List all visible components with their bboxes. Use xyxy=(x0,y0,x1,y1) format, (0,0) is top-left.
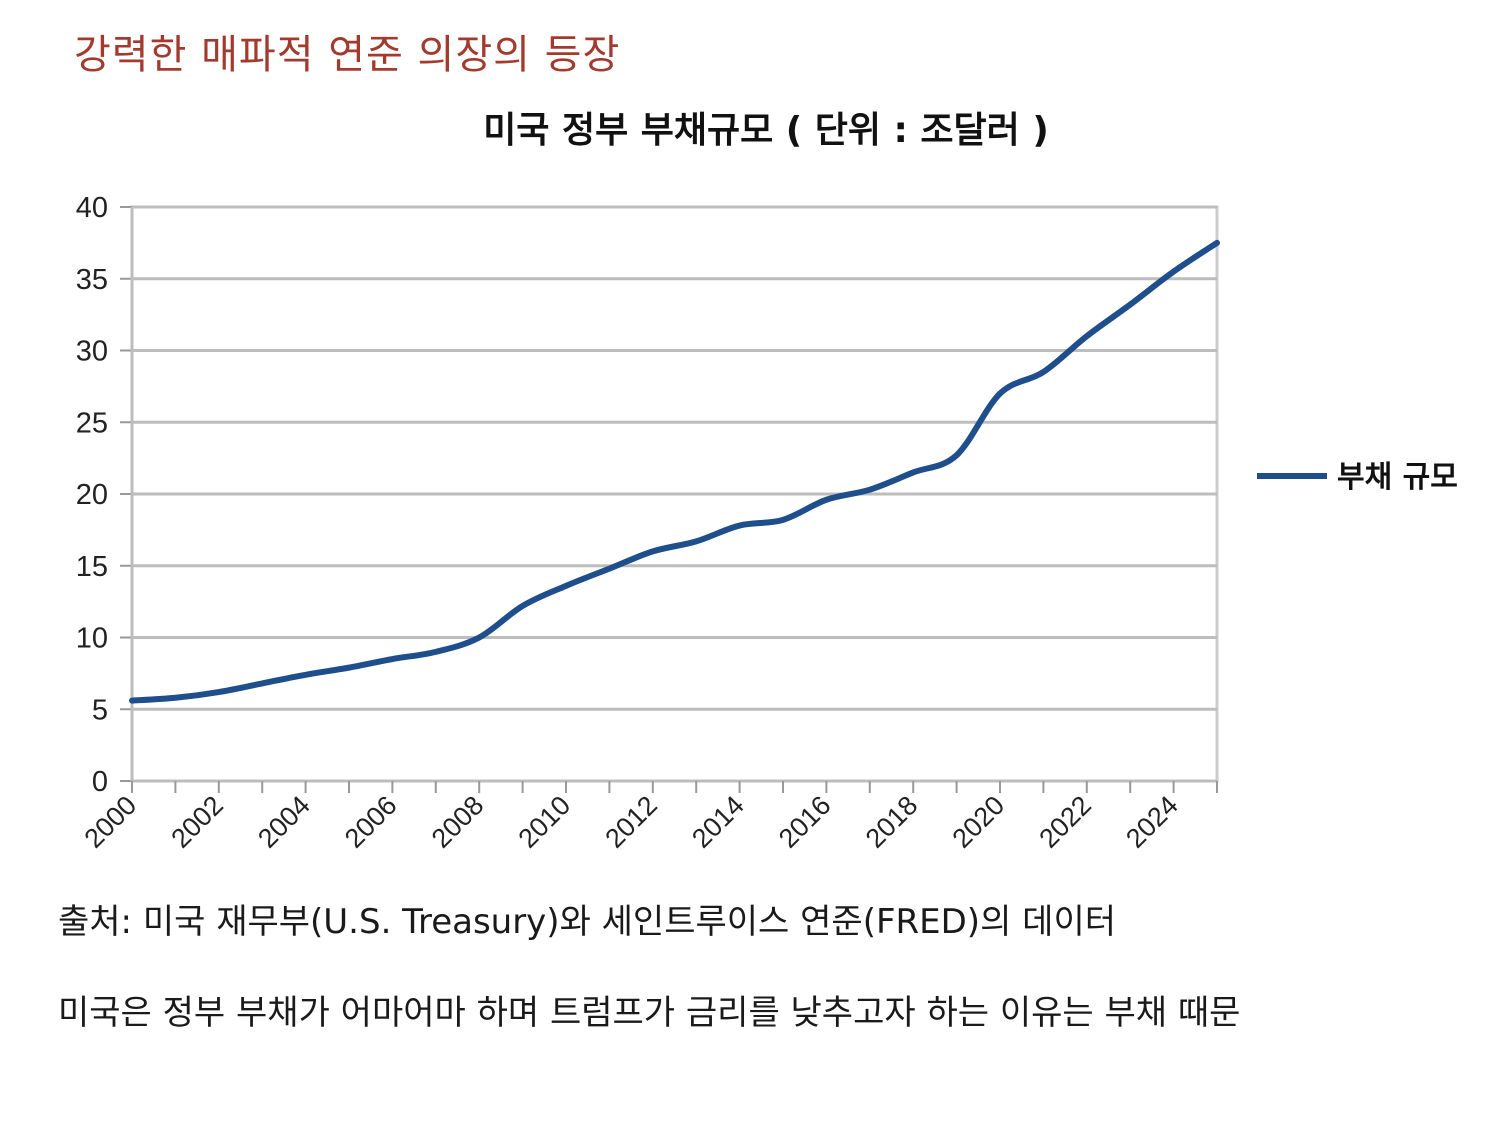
chart-grid xyxy=(130,205,1219,783)
x-tick-label: 2008 xyxy=(426,790,490,854)
x-tick-label: 2014 xyxy=(686,790,750,854)
y-tick-label: 35 xyxy=(76,264,108,296)
y-tick-label: 25 xyxy=(76,407,108,439)
source-note: 출처: 미국 재무부(U.S. Treasury)와 세인트루이스 연준(FRE… xyxy=(58,902,1117,942)
x-tick-label: 2020 xyxy=(947,790,1011,854)
series-line xyxy=(129,239,1220,704)
page-heading: 강력한 매파적 연준 의장의 등장 xyxy=(74,32,621,78)
chart-title: 미국 정부 부채규모 ( 단위 : 조달러 ) xyxy=(483,110,1049,151)
x-tick-label: 2004 xyxy=(252,790,316,854)
y-tick-label: 15 xyxy=(76,551,108,583)
x-tick-label: 2018 xyxy=(860,790,924,854)
y-axis-ticks: 0 5 10 15 20 25 30 35 40 xyxy=(76,192,108,798)
legend-label: 부채 규모 xyxy=(1337,460,1458,495)
chart-axes xyxy=(120,206,1218,793)
x-tick-label: 2022 xyxy=(1033,790,1097,854)
chart-legend: 부채 규모 xyxy=(1257,460,1458,495)
y-tick-label: 10 xyxy=(76,623,108,655)
x-tick-label: 2000 xyxy=(79,790,143,854)
x-tick-label: 2024 xyxy=(1120,790,1184,854)
x-tick-label: 2010 xyxy=(513,790,577,854)
y-tick-label: 5 xyxy=(92,694,108,726)
x-tick-label: 2012 xyxy=(599,790,663,854)
x-tick-label: 2006 xyxy=(339,790,403,854)
x-tick-label: 2002 xyxy=(165,790,229,854)
y-tick-label: 40 xyxy=(76,192,108,224)
x-axis-ticks: 2000 2002 2004 2006 2008 2010 2012 2014 2016 2018… xyxy=(79,790,1184,854)
commentary-text: 미국은 정부 부채가 어마어마 하며 트럼프가 금리를 낮추고자 하는 이유는 … xyxy=(58,993,1241,1033)
x-tick-label: 2016 xyxy=(773,790,837,854)
y-tick-label: 20 xyxy=(76,479,108,511)
y-tick-label: 0 xyxy=(92,766,108,798)
debt-line-chart: 미국 정부 부채규모 ( 단위 : 조달러 ) 0 5 10 15 20 25 30 35 40… xyxy=(76,110,1458,854)
chart-series xyxy=(129,239,1220,704)
y-tick-label: 30 xyxy=(76,336,108,368)
